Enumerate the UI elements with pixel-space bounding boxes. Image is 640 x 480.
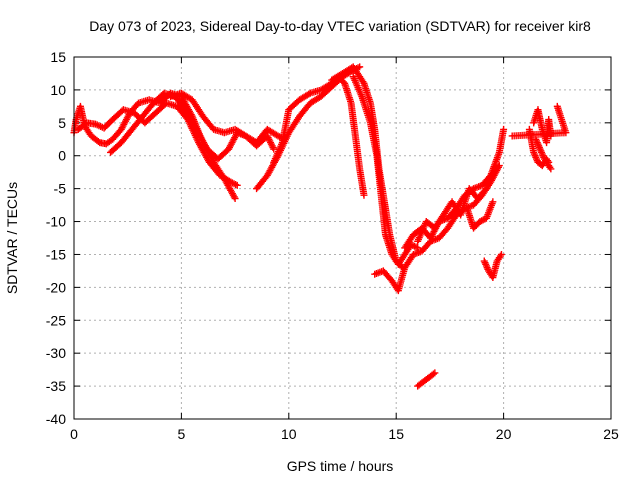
data-point: [508, 132, 516, 140]
y-axis-label: SDTVAR / TECUs: [4, 182, 20, 294]
series-trace-l: [414, 369, 439, 390]
x-tick-label: 15: [388, 426, 404, 442]
data-point: [356, 63, 364, 71]
data-point: [497, 250, 505, 258]
series-trace-d: [167, 89, 289, 147]
axis-ticks: 0 5 10 15 20 25 15 10 5 0 -5 -10 -15 -20 -25 -30 -35 -40: [46, 49, 619, 442]
y-tick-label: -35: [46, 378, 66, 394]
data-point: [231, 195, 239, 203]
y-tick-label: -20: [46, 279, 66, 295]
data-point: [431, 369, 439, 377]
y-tick-label: -10: [46, 214, 66, 230]
plot-frame: [73, 56, 612, 420]
data-point: [305, 90, 313, 98]
data-point: [491, 165, 499, 173]
data-point: [233, 181, 241, 189]
x-axis-label: GPS time / hours: [287, 458, 394, 474]
data-point: [232, 181, 240, 189]
x-tick-label: 10: [281, 426, 297, 442]
series-trace-n: [463, 198, 497, 232]
x-tick-label: 5: [178, 426, 186, 442]
data-point: [547, 165, 555, 173]
y-tick-label: 5: [58, 115, 66, 131]
data-point: [429, 370, 437, 378]
x-tick-label: 25: [603, 426, 619, 442]
y-tick-label: -25: [46, 312, 66, 328]
data-point: [495, 162, 503, 170]
chart-title: Day 073 of 2023, Sidereal Day-to-day VTE…: [89, 18, 591, 34]
y-tick-label: 15: [50, 49, 66, 65]
y-tick-label: -40: [46, 411, 66, 427]
x-tick-label: 0: [70, 426, 78, 442]
data-point: [410, 242, 418, 250]
data-point: [545, 158, 553, 166]
y-tick-label: -15: [46, 246, 66, 262]
x-tick-label: 20: [496, 426, 512, 442]
data-points: [70, 63, 570, 390]
data-point: [412, 243, 420, 251]
series-trace-b: [74, 99, 241, 189]
y-tick-label: -5: [54, 181, 67, 197]
y-tick-label: 0: [58, 148, 66, 164]
data-point: [489, 198, 497, 206]
series-trace-m: [480, 250, 505, 281]
data-point: [414, 244, 422, 252]
y-tick-label: 10: [50, 82, 66, 98]
series-trace-g: [328, 63, 407, 272]
series-trace-o: [530, 106, 555, 147]
series-trace-r: [508, 102, 570, 140]
data-point: [360, 191, 368, 199]
series-trace-h: [349, 73, 422, 268]
series-trace-f: [270, 73, 368, 199]
y-tick-label: -30: [46, 345, 66, 361]
data-point: [500, 125, 508, 133]
data-point: [94, 137, 102, 145]
series-trace-k: [414, 165, 499, 245]
